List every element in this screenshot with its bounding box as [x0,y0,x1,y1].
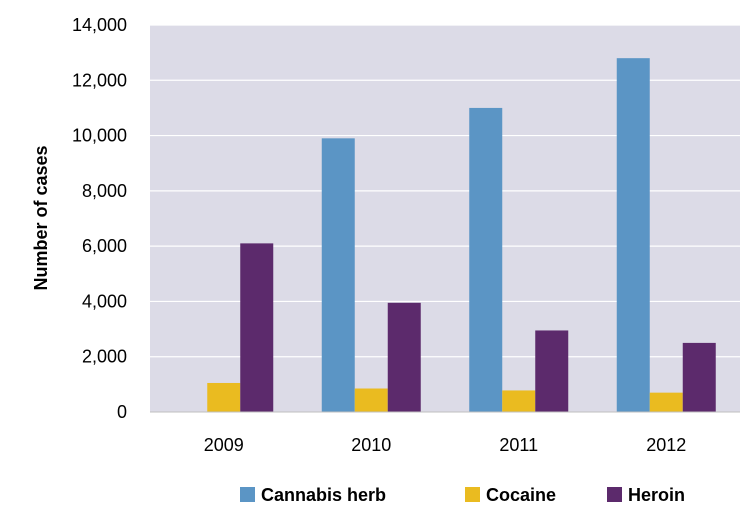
legend-swatch [240,487,255,502]
y-tick-label: 0 [117,402,127,422]
y-tick-label: 14,000 [72,15,127,35]
legend-label: Cocaine [486,485,556,505]
x-tick-label: 2009 [204,435,244,455]
bar-cocaine-2012 [649,392,683,412]
bar-cannabis-herb-2012 [616,58,650,413]
y-tick-label: 6,000 [82,236,127,256]
y-tick-labels: 0 2,000 4,000 6,000 8,000 10,000 12,000 14,000 [72,15,127,422]
y-tick-label: 8,000 [82,181,127,201]
bar-cocaine-2009 [207,382,241,412]
legend-swatch [465,487,480,502]
y-tick-label: 2,000 [82,347,127,367]
bar-heroin-2012 [682,342,716,412]
y-tick-label: 10,000 [72,126,127,146]
x-tick-label: 2010 [351,435,391,455]
bar-heroin-2010 [387,302,421,412]
legend-label: Heroin [628,485,685,505]
bar-heroin-2011 [535,330,569,412]
bar-cocaine-2011 [502,390,536,412]
y-tick-label: 4,000 [82,291,127,311]
x-tick-label: 2012 [646,435,686,455]
plot-area-background [150,25,740,412]
legend: Cannabis herb Cocaine Heroin [240,485,685,505]
y-axis-title: Number of cases [31,145,51,290]
x-tick-labels: 2009 2010 2011 2012 [204,435,687,455]
bar-cocaine-2010 [354,388,388,412]
bars [207,58,716,413]
legend-swatch [607,487,622,502]
y-tick-label: 12,000 [72,70,127,90]
legend-label: Cannabis herb [261,485,386,505]
bar-heroin-2009 [240,243,274,412]
x-tick-label: 2011 [499,435,538,455]
bar-cannabis-herb-2010 [321,138,355,413]
bar-cannabis-herb-2011 [469,107,503,412]
